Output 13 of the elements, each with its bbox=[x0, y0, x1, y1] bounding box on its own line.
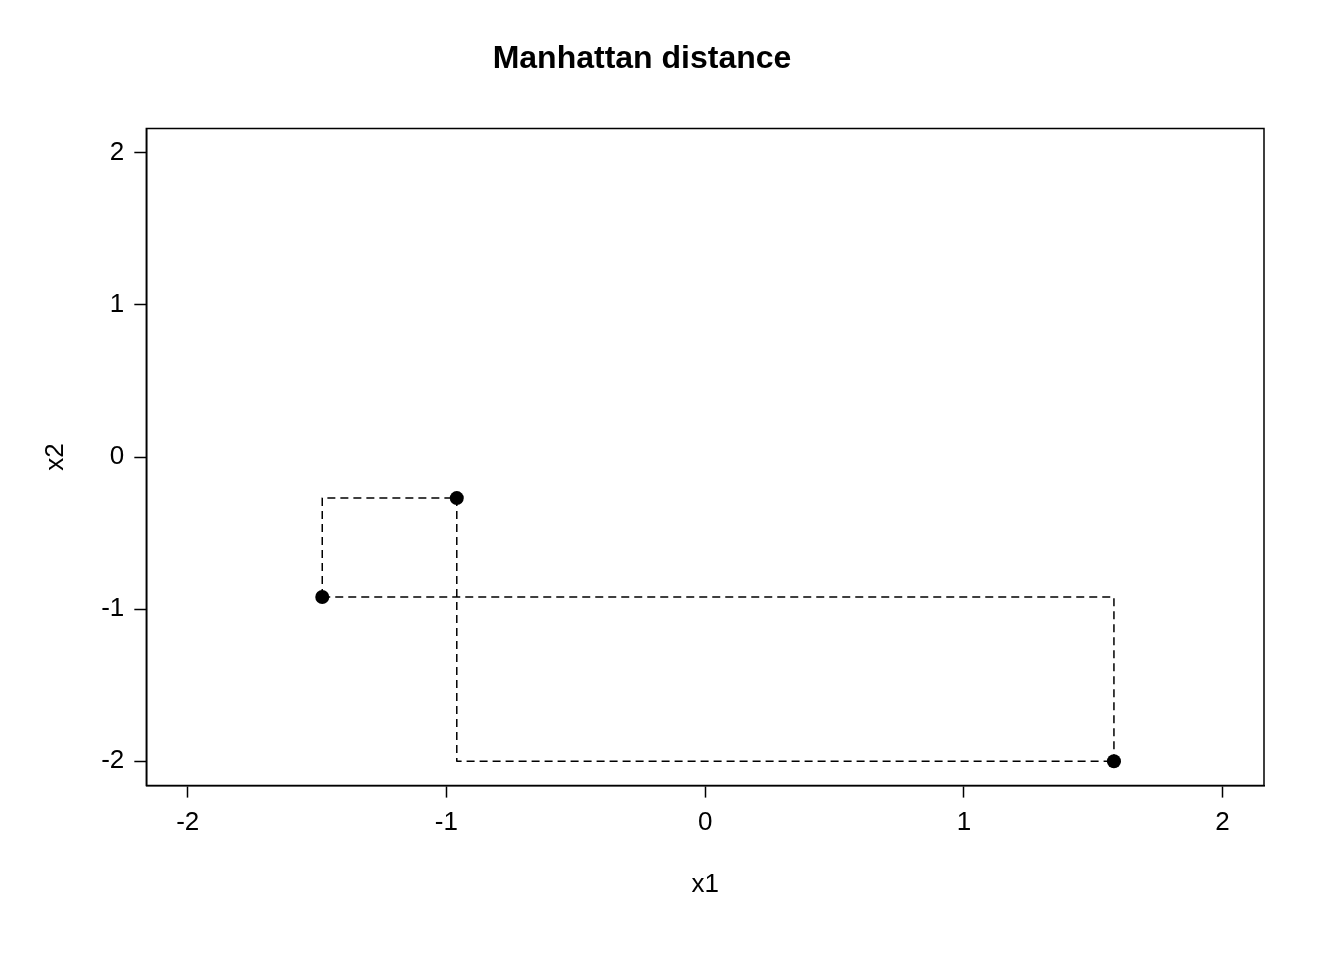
y-tick-label: 1 bbox=[109, 288, 125, 319]
y-tick-label: 2 bbox=[109, 135, 125, 166]
y-tick-label: 0 bbox=[109, 440, 125, 471]
y-tick-label: -1 bbox=[101, 592, 125, 623]
x-tick-label: -1 bbox=[434, 806, 458, 837]
x-tick-label: 1 bbox=[956, 806, 972, 837]
y-axis-title: x2 bbox=[38, 443, 69, 471]
x-axis-title: x1 bbox=[691, 867, 719, 898]
chart-title: Manhattan distance bbox=[492, 39, 792, 76]
x-tick-label: 0 bbox=[697, 806, 713, 837]
x-tick-label: -2 bbox=[176, 806, 200, 837]
x-tick-label: 2 bbox=[1215, 806, 1230, 837]
y-tick-label: -2 bbox=[101, 744, 125, 775]
